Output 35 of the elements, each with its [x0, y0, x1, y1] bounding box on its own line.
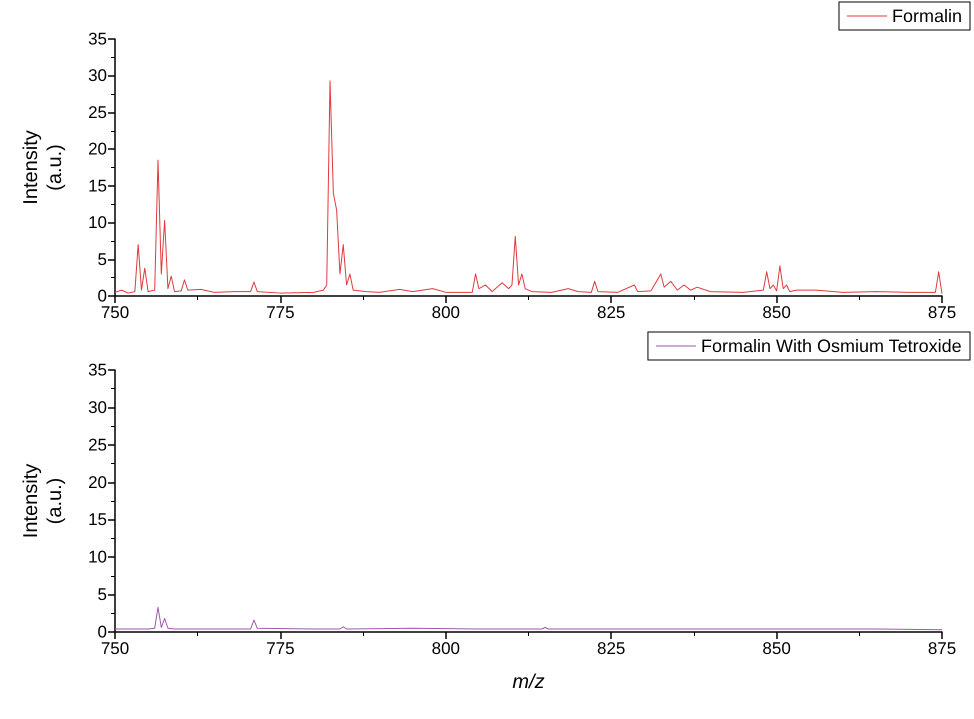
y-tick-label: 5 [98, 585, 107, 604]
y-tick-label: 15 [88, 176, 107, 196]
x-tick-label: 825 [597, 639, 626, 658]
y-tick-label: 20 [88, 140, 107, 159]
y-tick-label: 15 [88, 510, 107, 530]
legend-label: Formalin With Osmium Tetroxide [700, 336, 962, 356]
y-tick-label: 35 [88, 360, 107, 380]
x-axis-title: m/z [512, 671, 545, 693]
x-tick-label: 775 [266, 303, 295, 322]
y-tick-label: 0 [98, 286, 107, 306]
x-tick-label: 850 [762, 639, 791, 658]
x-tick-label: 825 [597, 303, 626, 322]
y-tick-label: 30 [88, 66, 107, 86]
line-series [114, 80, 942, 294]
y-tick-label: 35 [88, 30, 107, 48]
y-tick-label: 10 [88, 548, 107, 567]
y-tick-label: 30 [88, 398, 107, 417]
y-tick-label: 25 [88, 435, 107, 454]
x-tick-label: 875 [928, 639, 956, 658]
legend-label: Formalin [892, 6, 962, 26]
x-tick-label: 875 [928, 303, 956, 322]
y-tick-label: 5 [98, 250, 107, 269]
y-tick-label: 25 [88, 102, 107, 122]
y-axis-title: Intensity (a.u.) [20, 464, 66, 538]
y-tick-label: 0 [98, 622, 107, 642]
y-tick-label: 10 [88, 213, 107, 232]
x-tick-label: 800 [432, 303, 460, 322]
y-axis-title: Intensity (a.u.) [20, 130, 66, 205]
line-series [114, 606, 942, 630]
x-tick-label: 800 [432, 639, 460, 658]
x-tick-label: 850 [762, 303, 791, 322]
x-tick-label: 750 [100, 303, 130, 322]
x-tick-label: 775 [266, 639, 295, 658]
x-tick-label: 750 [100, 639, 130, 658]
y-tick-label: 20 [88, 472, 107, 492]
